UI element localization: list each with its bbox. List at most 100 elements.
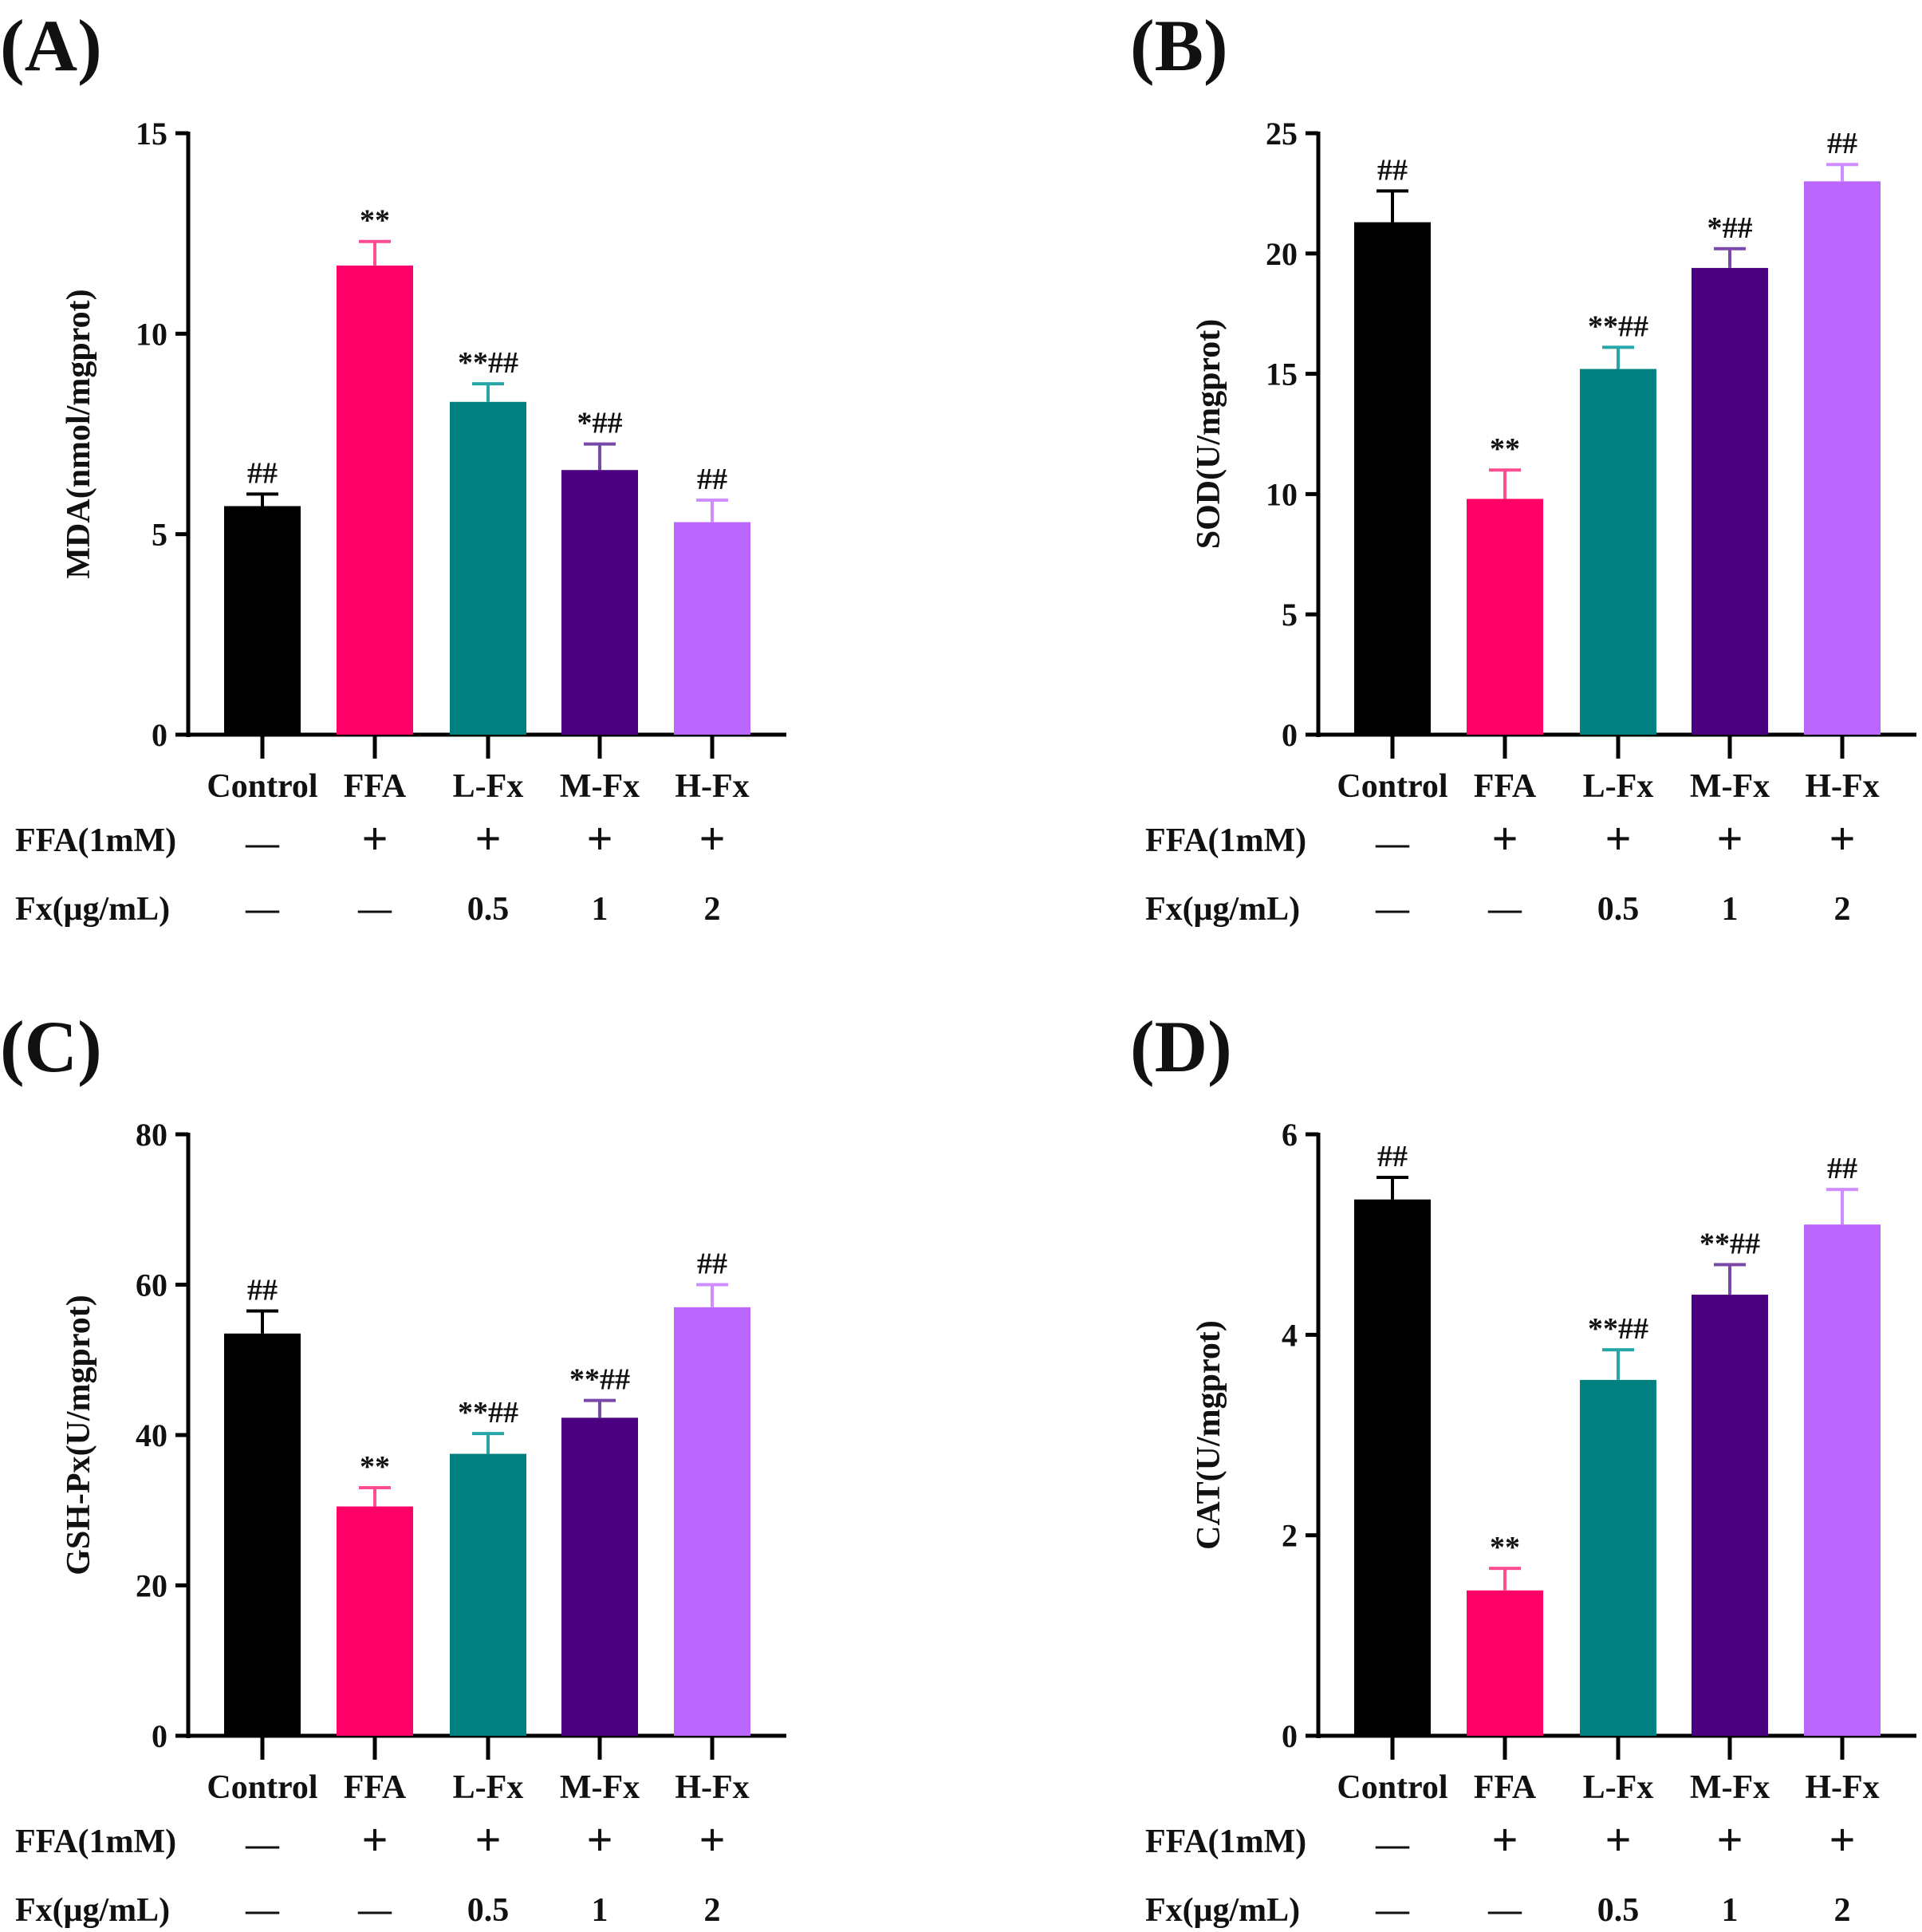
bar (1467, 499, 1543, 735)
fx-dose-value: — (1375, 1892, 1410, 1929)
fx-dose-value: — (245, 891, 280, 928)
ffa-row-label: FFA(1mM) (15, 822, 176, 859)
x-tick-label: M-Fx (560, 768, 640, 805)
fx-dose-value: 0.5 (1597, 891, 1640, 928)
significance-label: ## (1827, 127, 1857, 160)
x-tick-label: M-Fx (1690, 768, 1770, 805)
bar (337, 1506, 413, 1736)
y-tick-label: 25 (1266, 116, 1298, 152)
ffa-treatment-value: + (475, 1814, 501, 1866)
significance-label: ## (697, 1248, 727, 1281)
ffa-treatment-value: + (699, 813, 725, 865)
x-tick-label: FFA (344, 1769, 407, 1806)
significance-label: **## (458, 1396, 518, 1429)
fx-dose-value: 0.5 (467, 1892, 510, 1929)
y-tick-label: 10 (136, 316, 167, 352)
ffa-treatment-value: + (586, 1814, 612, 1866)
chart-panel: (B) 0 5 10 15 20 25 SOD(U/mgprot) ## Control — — ** F… (1130, 5, 1916, 928)
x-tick-label: Control (207, 768, 317, 805)
fx-dose-value: 1 (1722, 891, 1739, 928)
significance-label: **## (1588, 310, 1648, 343)
ffa-treatment-value: — (245, 826, 280, 862)
chart-panel: (D) 0 2 4 6 CAT(U/mgprot) ## Control — — ** FFA + — **… (1130, 1006, 1916, 1929)
bar (1354, 1199, 1431, 1736)
bar (1580, 369, 1656, 735)
bar (450, 1453, 526, 1736)
y-tick-label: 10 (1266, 476, 1298, 512)
ffa-treatment-value: + (361, 1814, 388, 1866)
significance-label: ## (697, 463, 727, 496)
fx-dose-value: 0.5 (1597, 1892, 1640, 1929)
significance-label: ## (1377, 1140, 1408, 1173)
significance-label: ## (1827, 1152, 1857, 1185)
fx-dose-value: 0.5 (467, 891, 510, 928)
x-tick-label: H-Fx (1805, 768, 1879, 805)
x-tick-label: FFA (344, 768, 407, 805)
ffa-treatment-value: + (475, 813, 501, 865)
x-tick-label: L-Fx (1583, 1769, 1654, 1806)
fx-dose-value: 1 (592, 1892, 609, 1929)
fx-row-label: Fx(μg/mL) (1145, 891, 1300, 928)
y-tick-label: 15 (1266, 357, 1298, 392)
significance-label: ## (247, 1273, 278, 1307)
y-tick-label: 20 (136, 1568, 167, 1604)
fx-dose-value: — (1487, 1892, 1522, 1929)
ffa-row-label: FFA(1mM) (15, 1824, 176, 1860)
x-tick-label: H-Fx (1805, 1769, 1879, 1806)
significance-label: ** (360, 1450, 390, 1484)
bar (1354, 222, 1431, 735)
bar (1580, 1379, 1656, 1736)
significance-label: ** (1490, 1531, 1520, 1564)
fx-row-label: Fx(μg/mL) (1145, 1892, 1300, 1929)
y-tick-label: 0 (152, 1718, 167, 1754)
x-tick-label: FFA (1474, 1769, 1537, 1806)
fx-dose-value: — (357, 1892, 392, 1929)
bar (224, 1333, 301, 1736)
ffa-treatment-value: — (1375, 826, 1410, 862)
y-tick-label: 40 (136, 1417, 167, 1453)
fx-dose-value: — (357, 891, 392, 928)
bar (1692, 267, 1768, 735)
y-tick-label: 0 (1282, 1718, 1298, 1754)
significance-label: **## (1588, 1312, 1648, 1346)
ffa-treatment-value: + (361, 813, 388, 865)
y-tick-label: 5 (152, 517, 167, 553)
bar (450, 401, 526, 735)
significance-label: **## (1699, 1227, 1760, 1260)
fx-dose-value: — (1487, 891, 1522, 928)
ffa-treatment-value: + (1716, 1814, 1743, 1866)
y-tick-label: 4 (1282, 1317, 1298, 1353)
significance-label: ## (247, 456, 278, 490)
ffa-treatment-value: + (699, 1814, 725, 1866)
fx-row-label: Fx(μg/mL) (15, 891, 170, 928)
x-tick-label: Control (207, 1769, 317, 1806)
fx-row-label: Fx(μg/mL) (15, 1892, 170, 1929)
x-tick-label: H-Fx (675, 1769, 749, 1806)
x-tick-label: Control (1337, 1769, 1447, 1806)
bar (1804, 181, 1881, 735)
chart-panel: (C) 0 20 40 60 80 GSH-Px(U/mgprot) ## Control — — *… (0, 1006, 786, 1929)
bar (561, 1417, 638, 1736)
y-tick-label: 0 (152, 717, 167, 753)
ffa-treatment-value: + (1829, 813, 1855, 865)
significance-label: **## (458, 346, 518, 380)
fx-dose-value: 2 (704, 1892, 721, 1929)
bar (674, 1307, 750, 1736)
ffa-treatment-value: + (586, 813, 612, 865)
bar (224, 506, 301, 735)
ffa-row-label: FFA(1mM) (1145, 822, 1306, 859)
fx-dose-value: — (245, 1892, 280, 1929)
y-tick-label: 15 (136, 116, 167, 152)
ffa-row-label: FFA(1mM) (1145, 1824, 1306, 1860)
chart-panel: (A) 0 5 10 15 MDA(nmol/mgprot) ## Control — — ** FF… (0, 5, 786, 928)
panel-label: (D) (1130, 1006, 1232, 1087)
ffa-treatment-value: + (1491, 813, 1518, 865)
ffa-treatment-value: + (1716, 813, 1743, 865)
significance-label: ** (360, 204, 390, 238)
y-axis-label: SOD(U/mgprot) (1191, 319, 1227, 550)
x-tick-label: FFA (1474, 768, 1537, 805)
fx-dose-value: 1 (1722, 1892, 1739, 1929)
y-tick-label: 6 (1282, 1117, 1298, 1153)
panel-label: (A) (0, 5, 102, 86)
